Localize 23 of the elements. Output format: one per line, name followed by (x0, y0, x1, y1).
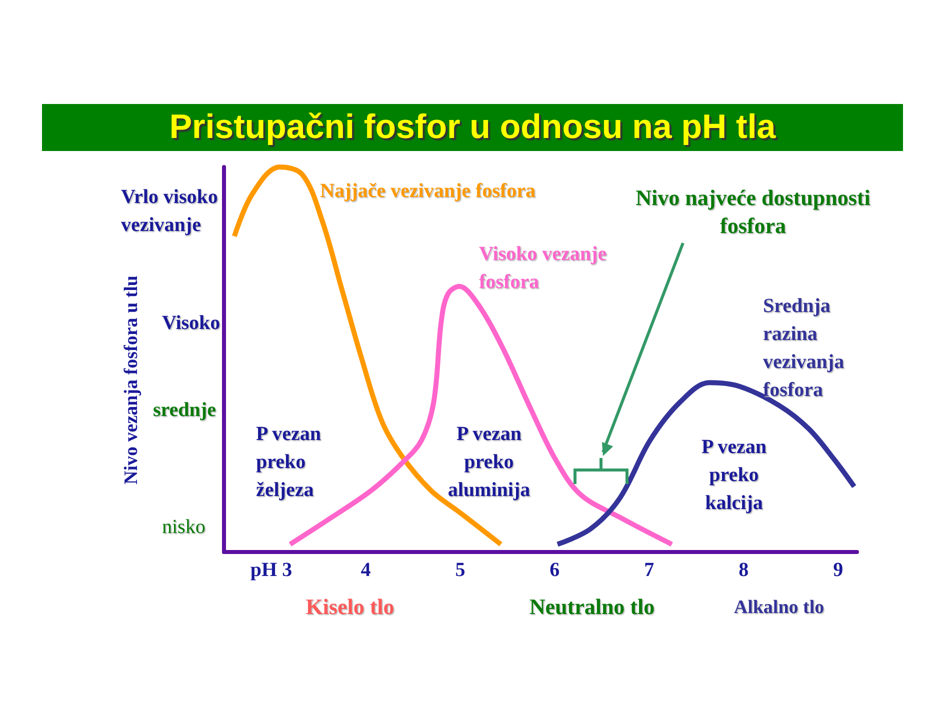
x-tick-label: 4 (360, 559, 371, 581)
x-tick-label: 8 (738, 559, 749, 581)
text: Alkalno tlo (732, 596, 826, 620)
text: Kiselo tlo (304, 593, 396, 621)
annotation: P vezan preko kalcija (700, 435, 768, 516)
series-label: Najjače vezivanje fosfora (320, 179, 536, 204)
x-tick-label: 7 (644, 559, 654, 581)
text: nisko (162, 515, 206, 540)
x-tick-label: 6 (550, 559, 560, 581)
chart-title: Pristupačni fosfor u odnosu na pH tla (42, 104, 903, 151)
annotation: P vezan preko aluminija (446, 422, 532, 503)
series-label: Srednja razina vezivanja fosfora (763, 294, 846, 403)
text: Vrlo visoko vezivanje (121, 185, 219, 238)
text: srednje (153, 398, 216, 423)
x-tick-label: 5 (455, 559, 466, 581)
y-axis-title: Nivo vezanja fosfora u tlu (121, 276, 143, 484)
x-tick-label: pH 3 (250, 559, 292, 581)
annotation: P vezan preko željeza (256, 422, 322, 503)
series-label: Visoko vezanje fosfora (479, 242, 608, 295)
x-tick-label: 9 (833, 559, 844, 581)
text: Visoko (162, 311, 220, 336)
annotation: Nivo najveće dostupnosti fosfora (634, 184, 872, 240)
text: Neutralno tlo (528, 593, 656, 621)
